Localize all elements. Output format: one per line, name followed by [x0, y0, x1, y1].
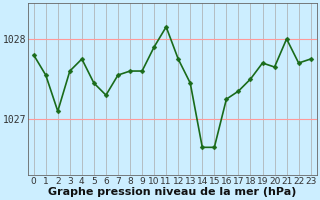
X-axis label: Graphe pression niveau de la mer (hPa): Graphe pression niveau de la mer (hPa)	[48, 187, 296, 197]
